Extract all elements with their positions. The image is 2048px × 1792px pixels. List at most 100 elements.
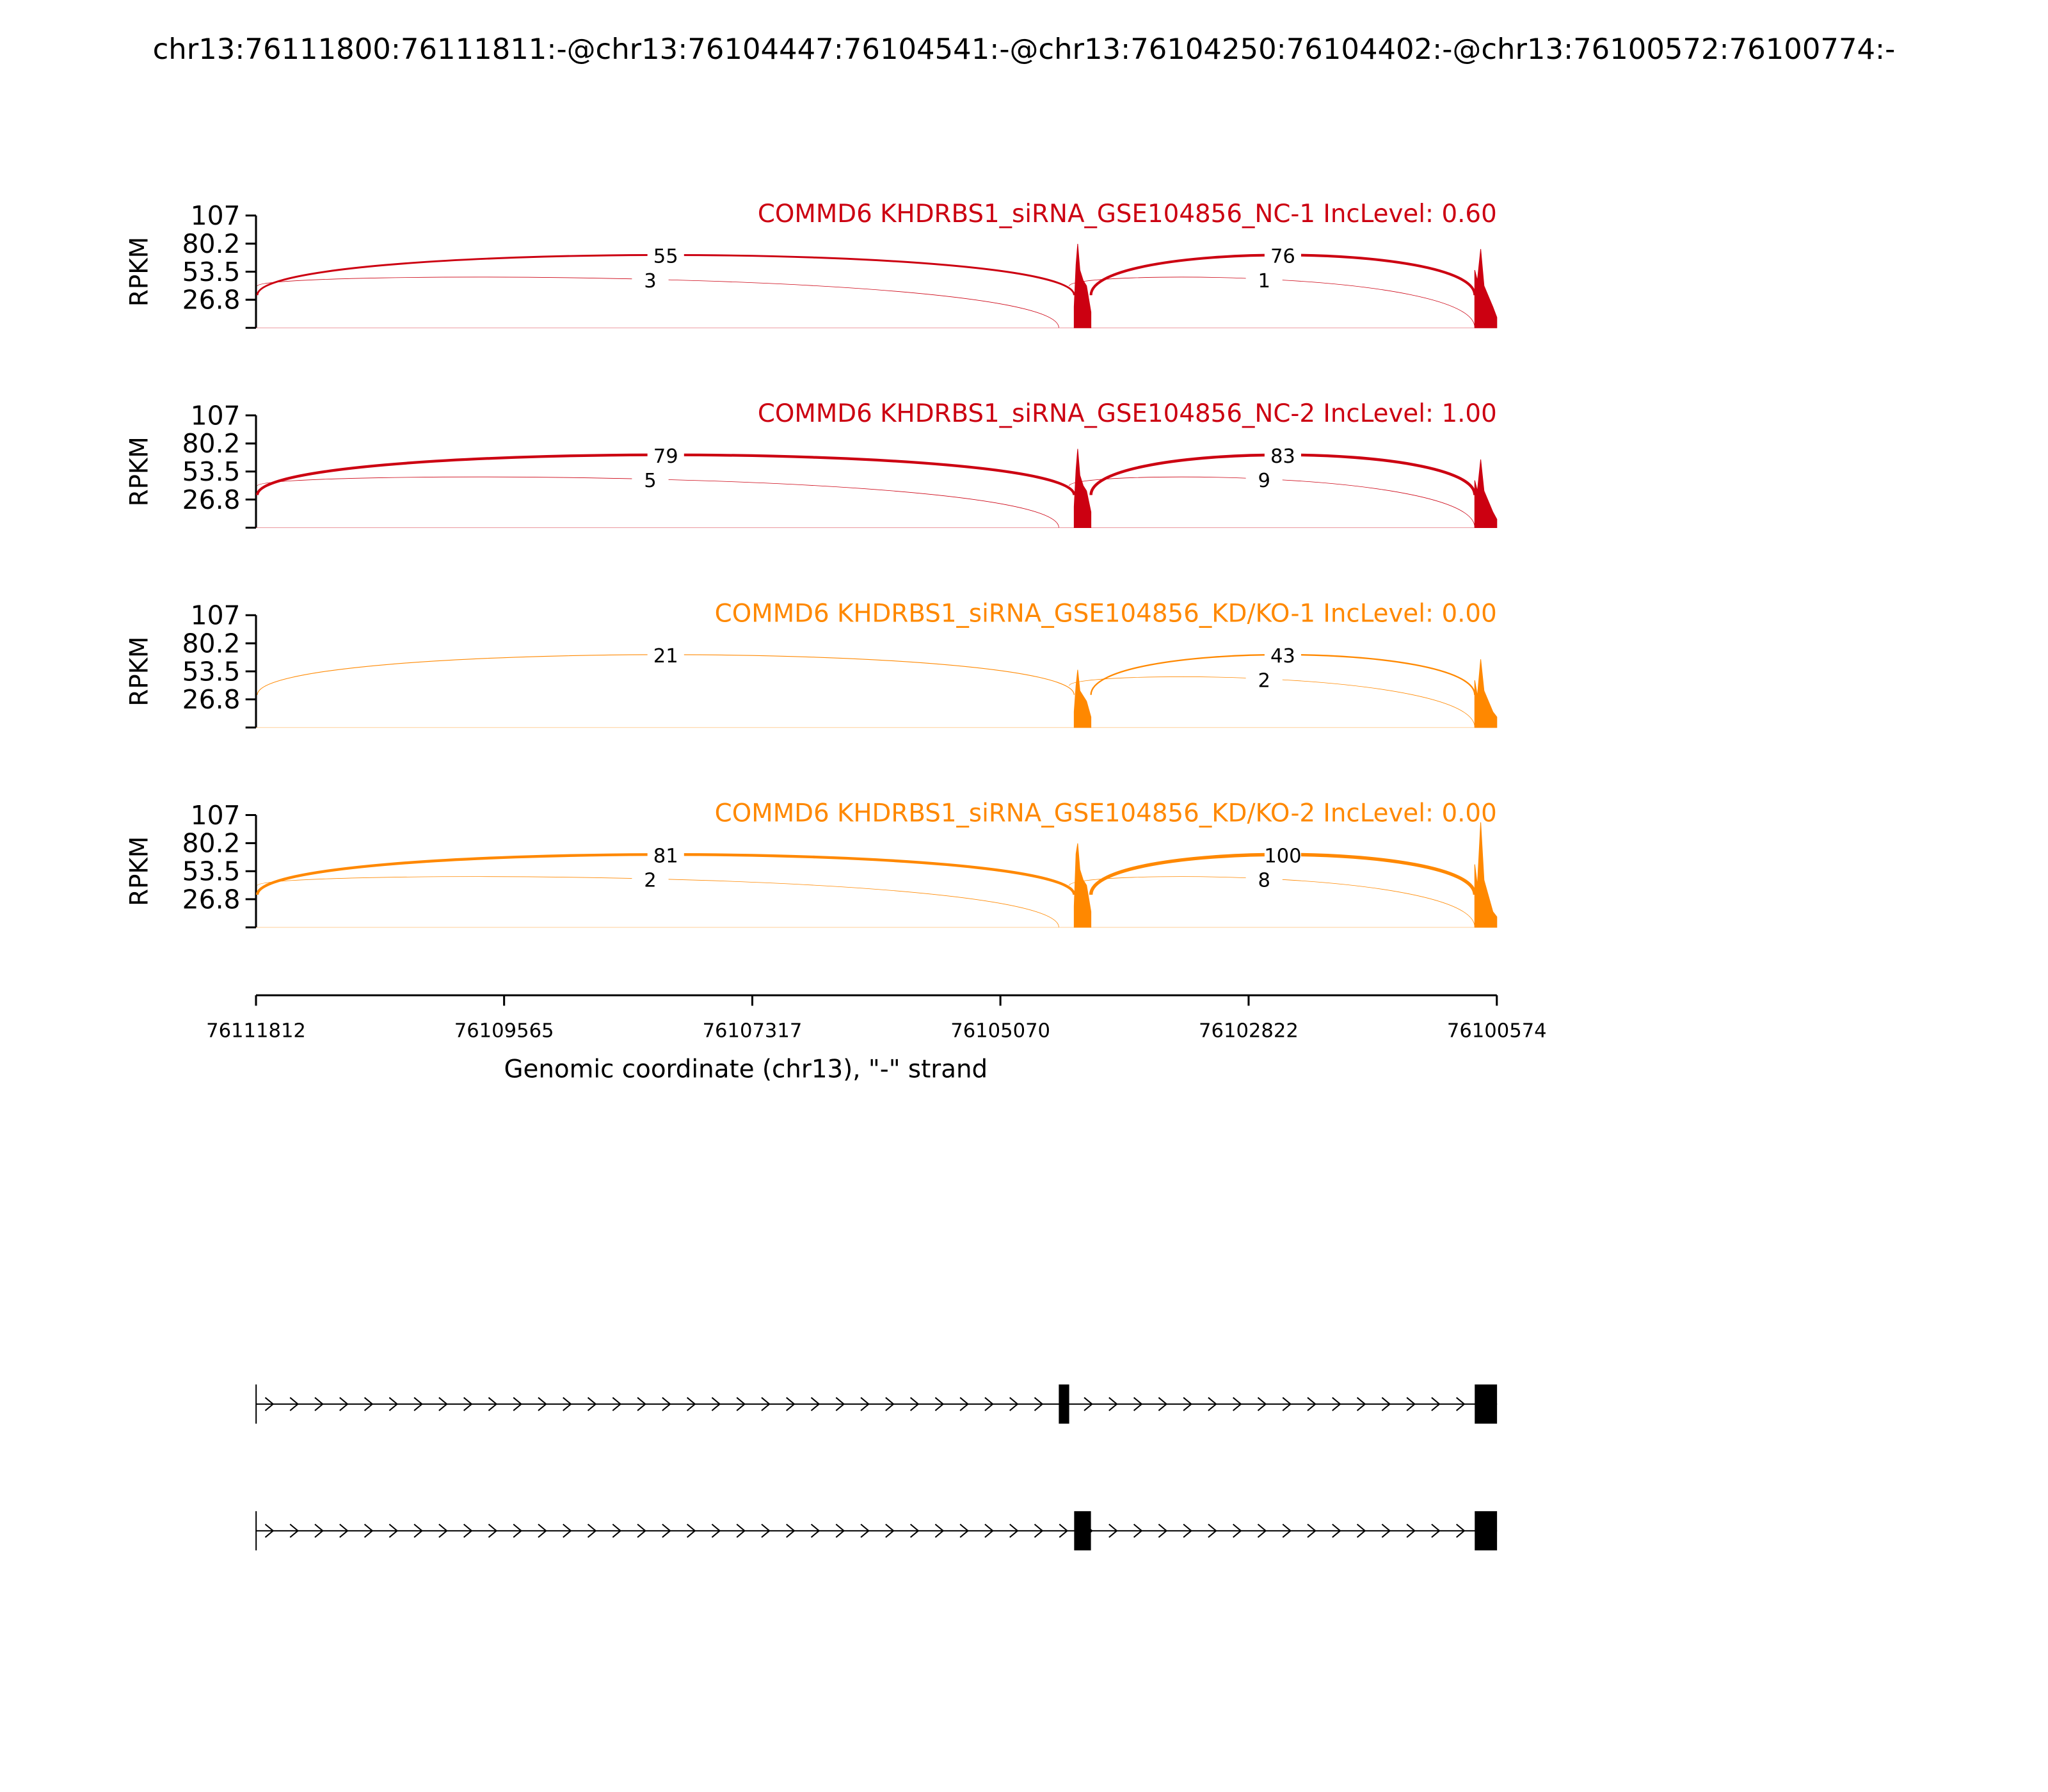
junction-label: 21 — [653, 645, 678, 668]
strand-chevron — [736, 1523, 746, 1538]
strand-chevron — [314, 1523, 324, 1538]
strand-chevron — [1406, 1523, 1416, 1538]
junction-label: 1 — [1258, 270, 1270, 292]
exon — [1059, 1384, 1069, 1424]
panel-title: COMMD6 KHDRBS1_siRNA_GSE104856_NC-2 IncL… — [758, 399, 1497, 428]
strand-chevron — [1381, 1396, 1391, 1411]
strand-chevron — [1431, 1396, 1441, 1411]
strand-chevron — [538, 1523, 547, 1538]
strand-chevron — [637, 1396, 646, 1411]
strand-chevron — [1183, 1396, 1192, 1411]
strand-chevron — [612, 1523, 622, 1538]
strand-chevron — [1009, 1396, 1019, 1411]
strand-chevron — [1009, 1523, 1019, 1538]
junction-label: 81 — [653, 845, 678, 867]
strand-chevron — [1084, 1396, 1093, 1411]
y-axis-label: RPKM — [125, 636, 154, 706]
junction-label-box — [647, 842, 684, 867]
coverage — [1073, 822, 1498, 928]
strand-chevron — [686, 1523, 696, 1538]
coverage — [1073, 449, 1498, 528]
strand-chevron — [587, 1523, 597, 1538]
strand-chevron — [1034, 1396, 1044, 1411]
strand-chevron — [364, 1523, 374, 1538]
strand-chevron — [1158, 1396, 1168, 1411]
strand-chevron — [587, 1396, 597, 1411]
strand-chevron — [984, 1396, 994, 1411]
junction-label: 2 — [644, 870, 656, 892]
junction-label-box — [647, 243, 684, 267]
strand-chevron — [959, 1396, 970, 1411]
y-axis-label: RPKM — [125, 237, 154, 307]
junction-label: 8 — [1258, 870, 1270, 892]
strand-chevron — [413, 1396, 423, 1411]
strand-chevron — [339, 1523, 349, 1538]
strand-chevron — [835, 1396, 845, 1411]
strand-chevron — [388, 1396, 399, 1411]
strand-chevron — [1307, 1396, 1316, 1411]
strand-chevron — [686, 1396, 696, 1411]
y-tick-label: 107 — [191, 400, 241, 431]
strand-chevron — [1208, 1523, 1217, 1538]
y-tick-label: 80.2 — [182, 228, 241, 259]
x-tick-label: 76100574 — [1447, 1020, 1547, 1042]
strand-chevron — [1208, 1396, 1217, 1411]
strand-chevron — [388, 1523, 399, 1538]
strand-chevron — [1034, 1523, 1044, 1538]
strand-chevron — [563, 1523, 572, 1538]
y-tick-label: 107 — [191, 200, 241, 231]
strand-chevron — [264, 1523, 275, 1538]
junction-label: 9 — [1258, 470, 1270, 492]
strand-chevron — [761, 1523, 771, 1538]
strand-chevron — [513, 1523, 523, 1538]
strand-chevron — [786, 1523, 796, 1538]
exon — [1475, 1384, 1498, 1424]
strand-chevron — [711, 1396, 721, 1411]
strand-chevron — [289, 1523, 300, 1538]
y-tick-label: 26.8 — [182, 884, 241, 915]
y-tick-label: 53.5 — [182, 257, 241, 287]
strand-chevron — [810, 1523, 820, 1538]
junction-label-box — [632, 467, 669, 492]
strand-chevron — [488, 1396, 498, 1411]
junction-label-box — [647, 643, 684, 667]
junction-label-box — [1264, 443, 1302, 467]
strand-chevron — [1108, 1523, 1118, 1538]
strand-chevron — [1133, 1523, 1143, 1538]
strand-chevron — [662, 1523, 671, 1538]
y-tick-label: 107 — [191, 600, 241, 631]
strand-chevron — [1332, 1523, 1341, 1538]
strand-chevron — [438, 1523, 448, 1538]
strand-chevron — [1257, 1523, 1267, 1538]
strand-chevron — [1456, 1523, 1466, 1538]
strand-chevron — [264, 1396, 275, 1411]
y-tick-label: 53.5 — [182, 656, 241, 687]
strand-chevron — [463, 1523, 473, 1538]
strand-chevron — [1406, 1396, 1416, 1411]
strand-chevron — [860, 1523, 870, 1538]
strand-chevron — [934, 1523, 945, 1538]
strand-chevron — [289, 1396, 300, 1411]
y-tick-label: 80.2 — [182, 428, 241, 459]
strand-chevron — [1133, 1396, 1143, 1411]
strand-chevron — [1381, 1523, 1391, 1538]
strand-chevron — [538, 1396, 547, 1411]
strand-chevron — [1059, 1523, 1069, 1538]
panel-title: COMMD6 KHDRBS1_siRNA_GSE104856_KD/KO-2 I… — [715, 799, 1497, 828]
junction-label-box — [1264, 842, 1302, 867]
strand-chevron — [810, 1396, 820, 1411]
junction-label-box — [1245, 268, 1283, 292]
strand-chevron — [934, 1396, 945, 1411]
x-tick-label: 76107317 — [703, 1020, 803, 1042]
x-tick-label: 76109565 — [454, 1020, 554, 1042]
junction-label: 83 — [1270, 445, 1295, 468]
strand-chevron — [1108, 1396, 1118, 1411]
junction-label: 5 — [644, 470, 656, 492]
strand-chevron — [909, 1523, 920, 1538]
panel-title: COMMD6 KHDRBS1_siRNA_GSE104856_KD/KO-1 I… — [715, 599, 1497, 628]
junction-label-box — [647, 443, 684, 467]
strand-chevron — [463, 1396, 473, 1411]
strand-chevron — [835, 1523, 845, 1538]
junction-label: 76 — [1270, 246, 1295, 268]
x-tick-label: 76105070 — [950, 1020, 1050, 1042]
